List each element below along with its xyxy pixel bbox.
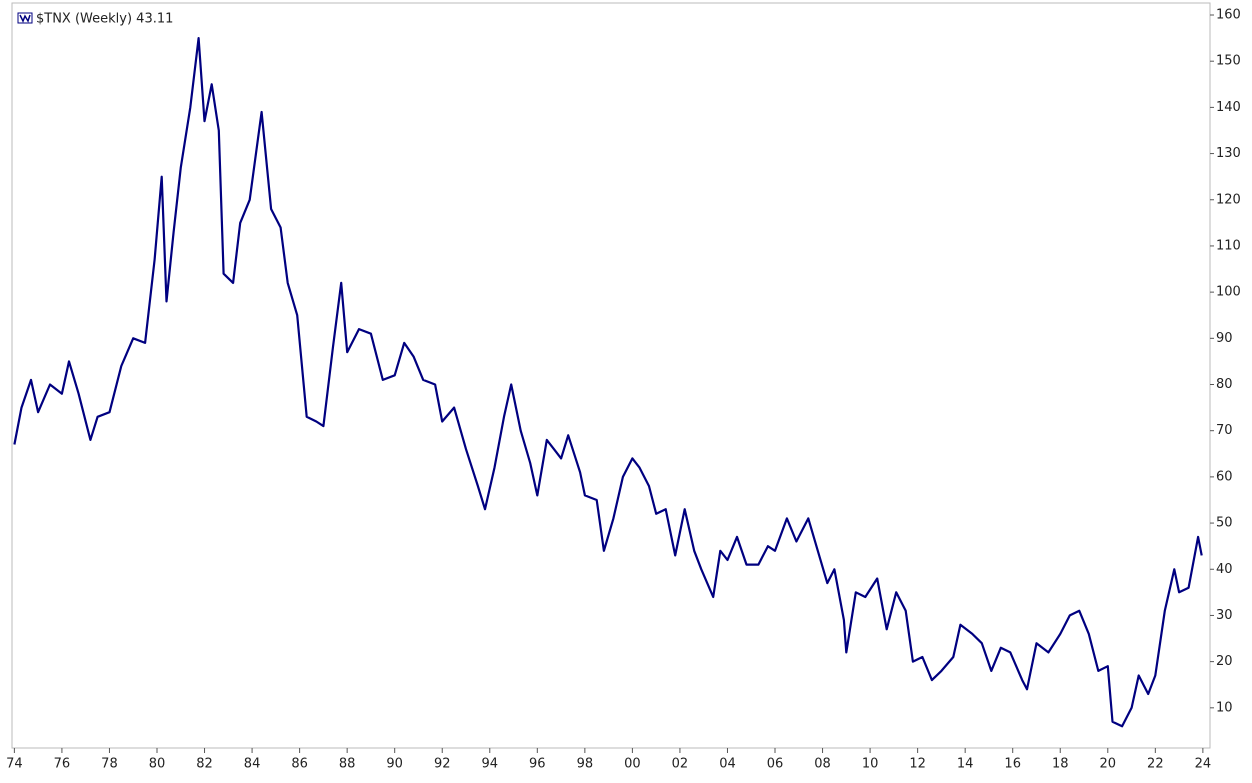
y-tick-label: 60	[1216, 469, 1233, 484]
y-tick-label: 10	[1216, 700, 1233, 715]
x-tick-label: 14	[957, 757, 974, 772]
x-tick-label: 78	[101, 757, 118, 772]
x-tick-label: 20	[1100, 757, 1117, 772]
x-tick-label: 22	[1147, 757, 1164, 772]
y-tick-label: 30	[1216, 608, 1233, 623]
x-tick-label: 84	[244, 757, 261, 772]
x-tick-label: 76	[54, 757, 71, 772]
y-tick-label: 120	[1216, 192, 1241, 207]
x-tick-label: 00	[624, 757, 641, 772]
x-tick-label: 02	[672, 757, 689, 772]
y-tick-label: 20	[1216, 654, 1233, 669]
x-tick-label: 24	[1195, 757, 1212, 772]
x-tick-label: 86	[291, 757, 308, 772]
y-tick-label: 130	[1216, 146, 1241, 161]
x-tick-label: 88	[339, 757, 356, 772]
x-tick-label: 98	[577, 757, 594, 772]
y-tick-label: 100	[1216, 285, 1241, 300]
y-tick-label: 160	[1216, 8, 1241, 23]
y-tick-label: 80	[1216, 377, 1233, 392]
line-series	[13, 37, 1203, 728]
x-tick-label: 80	[149, 757, 166, 772]
y-tick-label: 70	[1216, 423, 1233, 438]
plot-frame	[11, 2, 1211, 749]
legend-label: $TNX (Weekly) 43.11	[36, 12, 173, 27]
y-tick-label: 110	[1216, 238, 1241, 253]
x-tick-label: 74	[6, 757, 23, 772]
x-tick-label: 96	[529, 757, 546, 772]
y-tick-label: 150	[1216, 54, 1241, 69]
y-tick-label: 40	[1216, 562, 1233, 577]
x-tick-label: 94	[482, 757, 499, 772]
x-tick-label: 06	[767, 757, 784, 772]
x-tick-label: 04	[719, 757, 736, 772]
x-tick-label: 08	[814, 757, 831, 772]
x-tick-label: 18	[1052, 757, 1069, 772]
x-tick-label: 90	[386, 757, 403, 772]
x-tick-label: 82	[196, 757, 213, 772]
x-tick-label: 16	[1004, 757, 1021, 772]
y-tick-label: 50	[1216, 516, 1233, 531]
x-tick-label: 12	[909, 757, 926, 772]
y-tick-label: 140	[1216, 100, 1241, 115]
x-tick-label: 10	[862, 757, 879, 772]
y-tick-label: 90	[1216, 331, 1233, 346]
legend-icon	[17, 12, 33, 24]
x-tick-label: 92	[434, 757, 451, 772]
